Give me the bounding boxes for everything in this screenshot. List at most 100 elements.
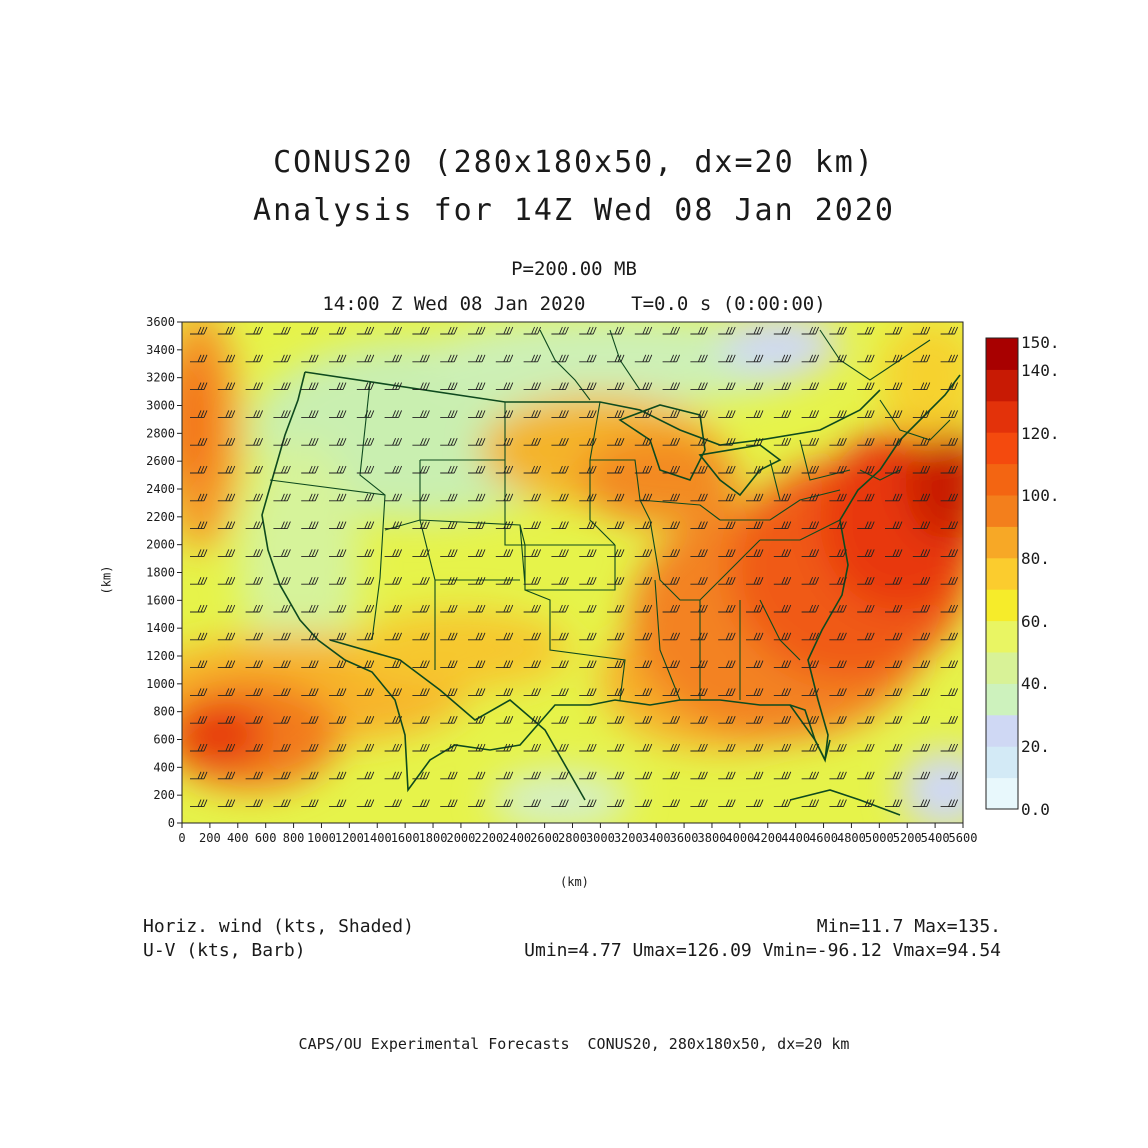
wind-barb — [718, 465, 736, 474]
barb-glyph — [718, 521, 736, 530]
wind-barb — [912, 465, 931, 474]
barb-glyph — [384, 493, 403, 502]
barb-glyph — [523, 660, 542, 669]
barb-glyph — [468, 771, 486, 780]
barb-glyph — [495, 549, 514, 557]
barb-glyph — [495, 688, 514, 696]
wind-barb — [523, 771, 542, 780]
barb-glyph — [329, 465, 347, 474]
barb-glyph — [190, 354, 208, 363]
wind-barb — [746, 716, 764, 724]
barb-glyph — [329, 493, 347, 502]
barb-glyph — [440, 382, 458, 391]
colorbar-swatch — [986, 620, 1018, 653]
wind-barb — [885, 493, 903, 502]
barb-glyph — [551, 799, 569, 808]
x-tick-label: 4400 — [781, 831, 810, 845]
wind-barb — [301, 688, 319, 696]
barb-glyph — [551, 382, 569, 391]
wind-barbs — [190, 326, 959, 808]
barb-glyph — [718, 688, 736, 696]
barb-glyph — [773, 771, 792, 780]
wind-barb — [384, 771, 403, 780]
barb-glyph — [829, 410, 847, 418]
wind-barb — [190, 549, 208, 557]
barb-glyph — [245, 716, 264, 724]
wind-barb — [301, 410, 319, 418]
barb-glyph — [773, 521, 792, 530]
wind-barb — [440, 632, 458, 641]
wind-barb — [412, 660, 430, 669]
wind-barb — [468, 521, 486, 530]
wind-barb — [773, 771, 792, 780]
barb-glyph — [495, 743, 514, 752]
barb-glyph — [523, 604, 542, 613]
barb-glyph — [495, 577, 514, 585]
wind-barb — [912, 688, 931, 696]
wind-barb — [495, 354, 514, 363]
barb-glyph — [634, 410, 653, 418]
barb-glyph — [662, 577, 681, 585]
barb-glyph — [384, 577, 403, 585]
barb-glyph — [495, 493, 514, 502]
barb-glyph — [746, 577, 764, 585]
barb-glyph — [551, 577, 569, 585]
barb-glyph — [329, 549, 347, 557]
barb-glyph — [495, 660, 514, 669]
barb-glyph — [690, 799, 708, 808]
barb-glyph — [468, 465, 486, 474]
barb-glyph — [523, 632, 542, 641]
wind-barb — [440, 354, 458, 363]
barb-glyph — [495, 799, 514, 808]
wind-barb — [662, 799, 681, 808]
x-tick-label: 400 — [227, 831, 249, 845]
barb-glyph — [690, 660, 708, 669]
barb-glyph — [829, 326, 847, 335]
wind-barb — [301, 716, 319, 724]
wind-barb — [412, 438, 430, 446]
wind-barb — [690, 604, 708, 613]
barb-glyph — [773, 799, 792, 808]
wind-barb — [746, 577, 764, 585]
barb-glyph — [301, 438, 319, 446]
barb-glyph — [746, 716, 764, 724]
barb-glyph — [829, 577, 847, 585]
barb-glyph — [468, 604, 486, 613]
barb-glyph — [245, 465, 264, 474]
wind-barb — [829, 493, 847, 502]
barb-glyph — [440, 716, 458, 724]
wind-barb — [773, 382, 792, 391]
barb-glyph — [607, 632, 625, 641]
wind-barb — [662, 410, 681, 418]
barb-glyph — [857, 716, 875, 724]
wind-barb — [746, 660, 764, 669]
colorbar-label: 40. — [1021, 674, 1050, 693]
barb-glyph — [551, 688, 569, 696]
x-tick-label: 5000 — [865, 831, 894, 845]
wind-barb — [329, 632, 347, 641]
barb-glyph — [384, 688, 403, 696]
barb-glyph — [217, 771, 236, 780]
wind-barb — [356, 354, 375, 363]
barb-glyph — [718, 410, 736, 418]
wind-barb — [384, 410, 403, 418]
barb-glyph — [690, 326, 708, 335]
wind-barb — [551, 438, 569, 446]
x-tick-label: 1800 — [419, 831, 448, 845]
x-tick-label: 1600 — [391, 831, 420, 845]
barb-glyph — [273, 521, 291, 530]
wind-barb — [607, 577, 625, 585]
barb-glyph — [329, 382, 347, 391]
wind-barb — [468, 743, 486, 752]
wind-barb — [356, 771, 375, 780]
barb-glyph — [273, 354, 291, 363]
barb-glyph — [217, 438, 236, 446]
wind-barb — [245, 326, 264, 335]
barb-glyph — [634, 549, 653, 557]
x-tick-label: 600 — [255, 831, 277, 845]
wind-barb — [801, 771, 820, 780]
wind-barb — [829, 549, 847, 557]
x-tick-label: 2800 — [558, 831, 587, 845]
colorbar-label: 80. — [1021, 549, 1050, 568]
barb-glyph — [607, 799, 625, 808]
